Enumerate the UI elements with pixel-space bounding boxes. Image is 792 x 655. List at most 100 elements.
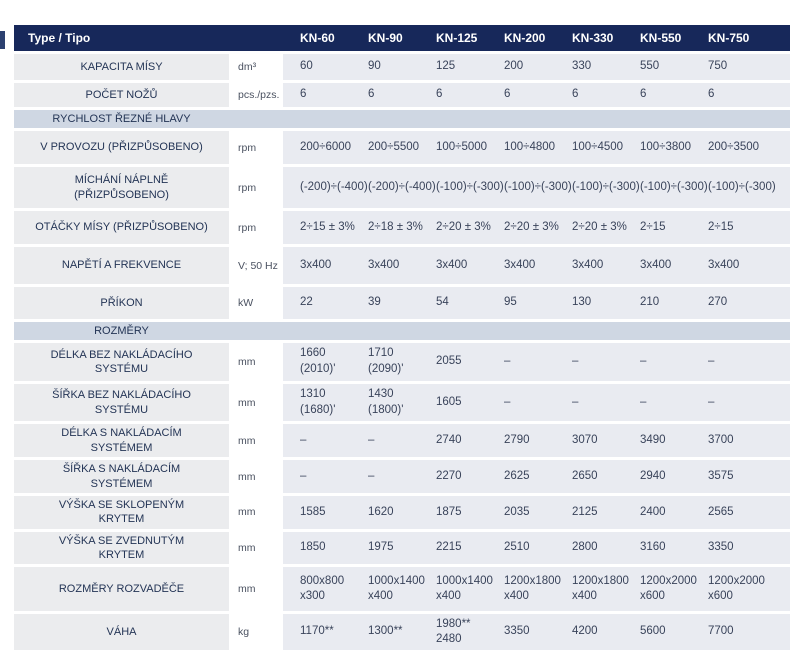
- value-cell: 200÷6000: [300, 140, 352, 153]
- value-cell: 3160: [640, 541, 666, 554]
- table-row: ŠÍŘKA S NAKLÁDACÍM SYSTÉMEM mm – – 2270 262…: [14, 460, 790, 493]
- value-cell: 1310 (1680)': [300, 387, 336, 416]
- row-label: VÁHA: [14, 614, 229, 651]
- table-header-row: Type / Tipo KN-60 KN-90 KN-125 KN-200 KN-330…: [14, 25, 790, 51]
- row-label: ŠÍŘKA S NAKLÁDACÍM SYSTÉMEM: [14, 460, 229, 493]
- value-cell: (-100)÷(-300): [504, 180, 572, 193]
- table-row: MÍCHÁNÍ NÁPLNĚ (PŘIZPŮSOBENO) rpm (-200)…: [14, 167, 790, 208]
- row-values: 22 39 54 95 130 210 270: [283, 287, 790, 319]
- value-cell: 2270: [436, 469, 462, 482]
- value-cell: 1200x1800 x400: [504, 574, 561, 603]
- value-cell: 6: [708, 88, 715, 101]
- value-cell: 2215: [436, 541, 462, 554]
- value-cell: 100÷4500: [572, 140, 624, 153]
- value-cell: 6: [640, 88, 647, 101]
- row-unit: mm: [233, 567, 283, 612]
- value-cell: 1000x1400 x400: [436, 574, 493, 603]
- value-cell: 2510: [504, 541, 530, 554]
- column-header-model: KN-550: [640, 31, 682, 45]
- table-row: ROZMĚRY ROZVADĚČE mm 800x800 x300 1000x14…: [14, 567, 790, 612]
- value-cell: –: [572, 395, 579, 408]
- value-cell: 125: [436, 60, 456, 73]
- value-cell: 2400: [640, 505, 666, 518]
- row-values: 2÷15 ± 3% 2÷18 ± 3% 2÷20 ± 3% 2÷20 ± 3% 2÷20…: [283, 211, 790, 244]
- value-cell: 7700: [708, 625, 734, 638]
- value-cell: 100÷4800: [504, 140, 556, 153]
- value-cell: 100÷3800: [640, 140, 692, 153]
- value-cell: 6: [504, 88, 511, 101]
- table-row: OTÁČKY MÍSY (PŘIZPŮSOBENO) rpm 2÷15 ± 3%…: [14, 211, 790, 244]
- value-cell: 6: [300, 88, 307, 101]
- value-cell: 54: [436, 296, 449, 309]
- value-cell: (-200)÷(-400): [368, 180, 436, 193]
- value-cell: 330: [572, 60, 592, 73]
- value-cell: (-100)÷(-300): [640, 180, 708, 193]
- value-cell: –: [708, 355, 715, 368]
- row-label: POČET NOŽŮ: [14, 83, 229, 107]
- value-cell: 200÷3500: [708, 140, 760, 153]
- value-cell: –: [300, 469, 307, 482]
- column-header-model: KN-125: [436, 31, 478, 45]
- value-cell: 3x400: [572, 258, 604, 271]
- row-label: V PROVOZU (PŘIZPŮSOBENO): [14, 131, 229, 164]
- value-cell: (-100)÷(-300): [572, 180, 640, 193]
- row-values: 1660 (2010)' 1710 (2090)' 2055 – – – –: [283, 343, 790, 381]
- value-cell: –: [368, 433, 375, 446]
- value-cell: 2÷20 ± 3%: [572, 220, 627, 233]
- table-row: DÉLKA BEZ NAKLÁDACÍHO SYSTÉMU mm 1660 (2…: [14, 343, 790, 381]
- section-label: ROZMĚRY: [94, 325, 149, 337]
- value-cell: 100÷5000: [436, 140, 488, 153]
- row-unit: rpm: [233, 131, 283, 164]
- value-cell: 2÷15: [708, 220, 734, 233]
- value-cell: 1620: [368, 505, 394, 518]
- row-unit: dm³: [233, 54, 283, 80]
- value-cell: 2790: [504, 433, 530, 446]
- value-cell: (-100)÷(-300): [708, 180, 776, 193]
- value-cell: 750: [708, 60, 728, 73]
- value-cell: 3490: [640, 433, 666, 446]
- value-cell: 2125: [572, 505, 598, 518]
- row-unit: mm: [233, 424, 283, 457]
- row-label: NAPĚTÍ A FREKVENCE: [14, 247, 229, 284]
- row-values: 1585 1620 1875 2035 2125 2400 2565: [283, 496, 790, 529]
- value-cell: 3x400: [300, 258, 332, 271]
- row-values: – – 2740 2790 3070 3490 3700: [283, 424, 790, 457]
- column-header-type: Type / Tipo: [28, 31, 91, 45]
- value-cell: 60: [300, 60, 313, 73]
- value-cell: 2÷15 ± 3%: [300, 220, 355, 233]
- table-row: ŠÍŘKA BEZ NAKLÁDACÍHO SYSTÉMU mm 1310 (1…: [14, 384, 790, 421]
- value-cell: 2740: [436, 433, 462, 446]
- row-label: DÉLKA S NAKLÁDACÍM SYSTÉMEM: [14, 424, 229, 457]
- left-accent-tick: [0, 31, 5, 49]
- value-cell: 2035: [504, 505, 530, 518]
- row-label: ŠÍŘKA BEZ NAKLÁDACÍHO SYSTÉMU: [14, 384, 229, 421]
- row-unit: rpm: [233, 167, 283, 208]
- row-values: 6 6 6 6 6 6 6: [283, 83, 790, 107]
- row-label: VÝŠKA SE ZVEDNUTÝM KRYTEM: [14, 531, 229, 565]
- value-cell: 3070: [572, 433, 598, 446]
- value-cell: 4200: [572, 625, 598, 638]
- value-cell: 2÷20 ± 3%: [436, 220, 491, 233]
- row-label: DÉLKA BEZ NAKLÁDACÍHO SYSTÉMU: [14, 343, 229, 381]
- row-unit: mm: [233, 343, 283, 381]
- value-cell: 3x400: [640, 258, 672, 271]
- value-cell: 2625: [504, 469, 530, 482]
- value-cell: –: [504, 355, 511, 368]
- value-cell: 270: [708, 296, 728, 309]
- row-values: (-200)÷(-400) (-200)÷(-400) (-100)÷(-300)(…: [283, 167, 790, 208]
- value-cell: 200: [504, 60, 524, 73]
- row-values: 800x800 x300 1000x1400 x400 1000x1400 x400…: [283, 567, 790, 612]
- value-cell: 1585: [300, 505, 326, 518]
- column-header-model: KN-750: [708, 31, 750, 45]
- value-cell: 1200x2000 x600: [708, 574, 765, 603]
- value-cell: (-200)÷(-400): [300, 180, 368, 193]
- value-cell: 2055: [436, 355, 462, 368]
- value-cell: 2÷20 ± 3%: [504, 220, 559, 233]
- value-cell: 550: [640, 60, 660, 73]
- row-label: OTÁČKY MÍSY (PŘIZPŮSOBENO): [14, 211, 229, 244]
- row-unit: V; 50 Hz: [233, 247, 283, 284]
- table-body: KAPACITA MÍSY dm³ 60 90 125 200 330 550 750 PO…: [14, 54, 790, 651]
- section-row: ROZMĚRY: [14, 322, 790, 340]
- value-cell: 1710 (2090)': [368, 347, 404, 375]
